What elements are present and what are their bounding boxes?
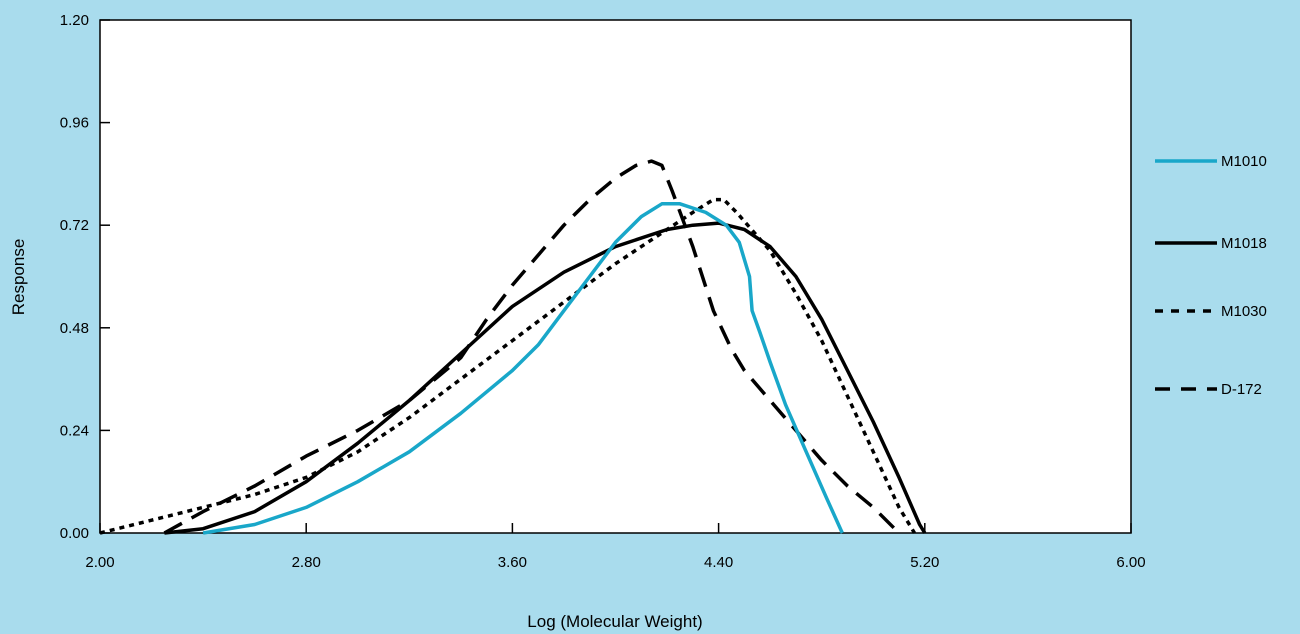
x-tick-label: 4.40 <box>704 554 733 571</box>
y-tick-label: 0.48 <box>60 320 89 337</box>
series-lines <box>99 159 927 535</box>
y-axis-title: Response <box>9 239 28 316</box>
x-tick-label: 3.60 <box>498 554 527 571</box>
x-axis-title: Log (Molecular Weight) <box>527 612 702 631</box>
x-tick-label: 2.80 <box>292 554 321 571</box>
legend-label: D-172 <box>1221 381 1262 398</box>
x-tick-label: 2.00 <box>85 554 114 571</box>
series-line-d-172 <box>163 159 901 535</box>
y-tick-label: 0.72 <box>60 217 89 234</box>
y-tick-label: 0.96 <box>60 115 89 132</box>
legend-label: M1018 <box>1221 235 1267 252</box>
series-line-m1010 <box>202 202 844 535</box>
y-tick-label: 0.24 <box>60 422 89 439</box>
axis-ticks: 2.00 2.80 3.60 4.40 5.20 6.00 0.00 0.24 0.48 0.72… <box>60 12 1146 571</box>
y-tick-label: 0.00 <box>60 525 89 542</box>
series-line-m1030 <box>99 197 916 535</box>
legend-label: M1030 <box>1221 303 1267 320</box>
series-line-m1018 <box>164 221 927 535</box>
x-tick-label: 6.00 <box>1116 554 1145 571</box>
legend-label: M1010 <box>1221 153 1267 170</box>
x-tick-label: 5.20 <box>910 554 939 571</box>
plot-area <box>99 19 1132 534</box>
legend: M1010 M1018 M1030 D-172 <box>1155 153 1267 398</box>
y-tick-label: 1.20 <box>60 12 89 29</box>
